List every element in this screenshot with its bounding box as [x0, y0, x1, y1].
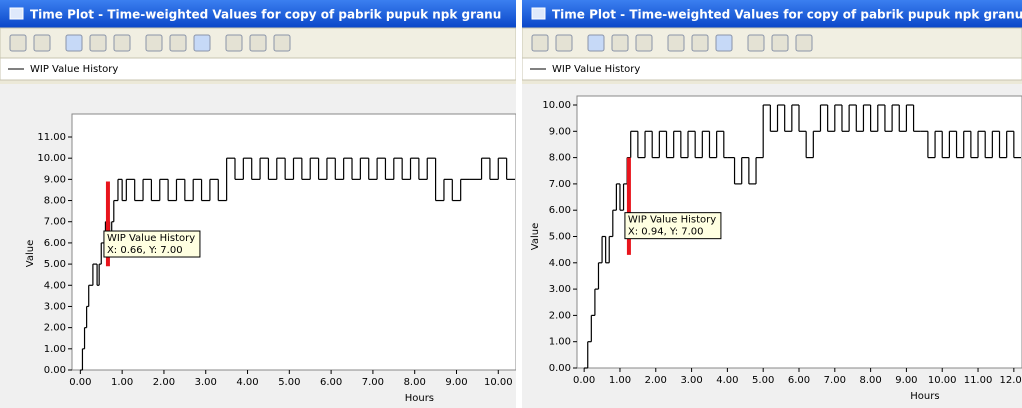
y-tick-label: 3.00: [549, 284, 571, 295]
y-tick-label: 6.00: [44, 238, 66, 249]
toolbar-button[interactable]: [10, 35, 26, 51]
x-axis-label: Hours: [910, 391, 939, 402]
x-tick-label: 3.00: [680, 375, 702, 386]
toolbar-button[interactable]: [716, 35, 732, 51]
tooltip-text: WIP Value History: [107, 233, 195, 244]
toolbar-button[interactable]: [34, 35, 50, 51]
y-tick-label: 11.00: [37, 132, 66, 143]
tooltip-text: X: 0.94, Y: 7.00: [628, 227, 704, 238]
tooltip-text: X: 0.66, Y: 7.00: [107, 245, 183, 256]
y-tick-label: 10.00: [37, 153, 66, 164]
x-tick-label: 2.00: [645, 375, 667, 386]
y-tick-label: 7.00: [549, 179, 571, 190]
toolbar-button[interactable]: [90, 35, 106, 51]
y-tick-label: 0.00: [44, 365, 66, 376]
toolbar-button[interactable]: [668, 35, 684, 51]
toolbar-button[interactable]: [114, 35, 130, 51]
y-tick-label: 4.00: [44, 280, 66, 291]
x-tick-label: 6.00: [788, 375, 810, 386]
x-axis-label: Hours: [405, 393, 434, 404]
toolbar-button[interactable]: [588, 35, 604, 51]
toolbar-button[interactable]: [556, 35, 572, 51]
x-tick-label: 0.00: [573, 375, 595, 386]
toolbar-button[interactable]: [772, 35, 788, 51]
x-tick-label: 7.00: [824, 375, 846, 386]
x-tick-label: 11.00: [964, 375, 993, 386]
plot-window: Time Plot - Time-weighted Values for cop…: [0, 0, 516, 408]
x-tick-label: 4.00: [236, 377, 258, 388]
window-icon: [10, 8, 23, 19]
toolbar-button[interactable]: [226, 35, 242, 51]
tooltip-text: WIP Value History: [628, 215, 716, 226]
x-tick-label: 2.00: [153, 377, 175, 388]
toolbar-button[interactable]: [748, 35, 764, 51]
x-tick-label: 10.00: [928, 375, 957, 386]
x-tick-label: 3.00: [195, 377, 217, 388]
y-tick-label: 10.00: [542, 100, 571, 111]
toolbar-button[interactable]: [532, 35, 548, 51]
y-tick-label: 4.00: [549, 258, 571, 269]
x-tick-label: 8.00: [404, 377, 426, 388]
toolbar-button[interactable]: [250, 35, 266, 51]
x-tick-label: 7.00: [362, 377, 384, 388]
x-tick-label: 1.00: [609, 375, 631, 386]
y-tick-label: 7.00: [44, 217, 66, 228]
toolbar-button[interactable]: [194, 35, 210, 51]
legend-label: WIP Value History: [30, 64, 118, 75]
x-tick-label: 10.00: [484, 377, 513, 388]
x-tick-label: 5.00: [752, 375, 774, 386]
toolbar-button[interactable]: [612, 35, 628, 51]
toolbar-button[interactable]: [66, 35, 82, 51]
y-axis-label: Value: [25, 240, 36, 267]
x-tick-label: 9.00: [445, 377, 467, 388]
y-tick-label: 2.00: [549, 310, 571, 321]
toolbar-button[interactable]: [796, 35, 812, 51]
window-title: Time Plot - Time-weighted Values for cop…: [30, 8, 501, 22]
x-tick-label: 5.00: [278, 377, 300, 388]
y-tick-label: 1.00: [549, 337, 571, 348]
screen: Time Plot - Time-weighted Values for cop…: [0, 0, 1022, 408]
x-tick-label: 8.00: [859, 375, 881, 386]
y-tick-label: 9.00: [549, 126, 571, 137]
window-title: Time Plot - Time-weighted Values for cop…: [552, 8, 1022, 22]
window-icon: [532, 8, 545, 19]
toolbar-button[interactable]: [170, 35, 186, 51]
x-tick-label: 1.00: [111, 377, 133, 388]
y-tick-label: 2.00: [44, 323, 66, 334]
toolbar-button[interactable]: [692, 35, 708, 51]
y-tick-label: 0.00: [549, 363, 571, 374]
toolbar-button[interactable]: [274, 35, 290, 51]
y-tick-label: 1.00: [44, 344, 66, 355]
x-tick-label: 6.00: [320, 377, 342, 388]
y-tick-label: 8.00: [44, 196, 66, 207]
y-tick-label: 3.00: [44, 301, 66, 312]
y-tick-label: 9.00: [44, 174, 66, 185]
y-tick-label: 8.00: [549, 153, 571, 164]
y-tick-label: 5.00: [549, 232, 571, 243]
x-tick-label: 0.00: [69, 377, 91, 388]
plot-window: Time Plot - Time-weighted Values for cop…: [522, 0, 1022, 408]
toolbar-button[interactable]: [636, 35, 652, 51]
y-tick-label: 6.00: [549, 205, 571, 216]
x-tick-label: 12.00: [1000, 375, 1022, 386]
y-axis-label: Value: [530, 223, 541, 250]
y-tick-label: 5.00: [44, 259, 66, 270]
x-tick-label: 9.00: [895, 375, 917, 386]
toolbar-button[interactable]: [146, 35, 162, 51]
x-tick-label: 4.00: [716, 375, 738, 386]
legend-label: WIP Value History: [552, 64, 640, 75]
